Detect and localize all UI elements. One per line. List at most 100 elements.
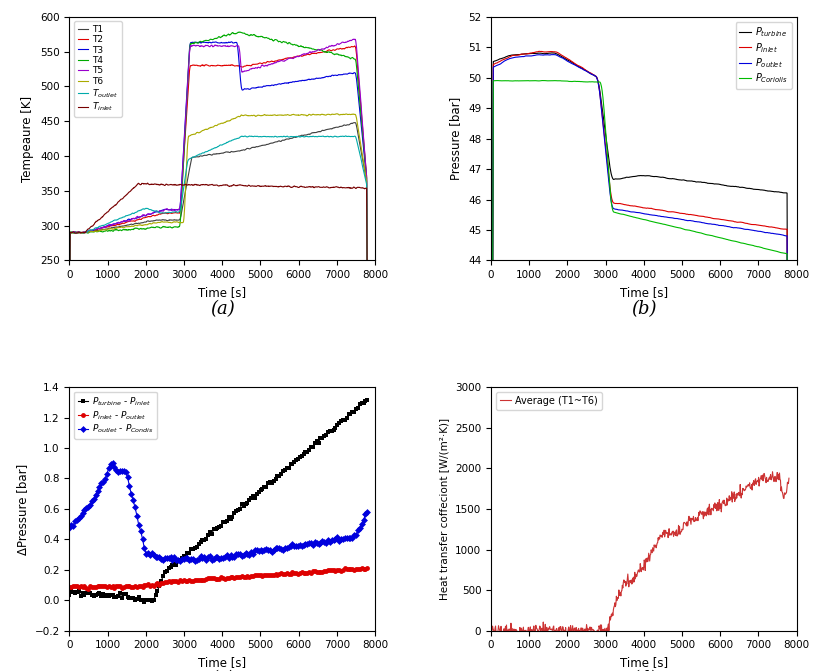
T6 — [254, 111, 264, 119]
Y-axis label: ΔPressure [bar]: ΔPressure [bar] — [16, 463, 29, 554]
Line: $P_{inlet}$: $P_{inlet}$ — [491, 52, 789, 671]
$T_{inlet}$ — [321, 183, 331, 191]
T5 — [291, 53, 301, 61]
$P_{turbine}$ - $P_{inlet}$ — [65, 591, 74, 599]
T3 — [83, 227, 92, 235]
Average (T1~T6) — [622, 578, 632, 586]
$P_{inlet}$ - $P_{outlet}$ — [150, 580, 160, 588]
T2 — [291, 53, 301, 61]
T1 — [291, 134, 301, 142]
T3 — [226, 38, 236, 46]
T2 — [83, 227, 92, 236]
Text: (b): (b) — [631, 300, 657, 318]
$P_{turbine}$ — [676, 176, 686, 184]
$P_{inlet}$ - $P_{outlet}$ — [231, 573, 241, 581]
T2 — [238, 63, 248, 71]
Line: T6: T6 — [69, 113, 368, 313]
$P_{inlet}$ - $P_{outlet}$ — [127, 583, 136, 591]
Legend: Average (T1~T6): Average (T1~T6) — [496, 392, 602, 410]
Legend: $P_{turbine}$, $P_{inlet}$, $P_{outlet}$, $P_{Coriolis}$: $P_{turbine}$, $P_{inlet}$, $P_{outlet}$… — [735, 21, 792, 89]
$P_{Coriolis}$ — [743, 240, 752, 248]
Line: $T_{outlet}$: $T_{outlet}$ — [69, 136, 368, 313]
$P_{outlet}$ - $P_{Condis}$ — [175, 557, 185, 565]
Y-axis label: Pressure [bar]: Pressure [bar] — [449, 97, 462, 180]
$T_{inlet}$ — [255, 182, 265, 190]
X-axis label: Time [s]: Time [s] — [620, 656, 667, 669]
T4 — [363, 278, 373, 287]
$P_{outlet}$ — [659, 213, 669, 221]
$P_{outlet}$ - $P_{Condis}$ — [312, 539, 322, 548]
T3 — [363, 278, 373, 287]
T2 — [350, 42, 359, 50]
T6 — [321, 111, 331, 119]
$T_{inlet}$ — [238, 181, 248, 189]
T6 — [83, 227, 92, 236]
T5 — [238, 68, 248, 76]
T1 — [350, 119, 360, 127]
T4 — [291, 41, 301, 49]
Average (T1~T6) — [539, 630, 549, 638]
T5 — [83, 228, 92, 236]
$T_{outlet}$ — [363, 281, 373, 289]
Line: $P_{Coriolis}$: $P_{Coriolis}$ — [491, 81, 789, 671]
Y-axis label: Heat transfer coffeciont [W/(m²·K)]: Heat transfer coffeciont [W/(m²·K)] — [440, 418, 449, 600]
$P_{inlet}$ — [676, 209, 686, 217]
$P_{outlet}$ - $P_{Condis}$ — [351, 531, 361, 539]
T3 — [65, 309, 74, 317]
T1 — [245, 145, 255, 153]
$P_{inlet}$ — [667, 208, 677, 216]
T6 — [333, 109, 342, 117]
T4 — [65, 309, 74, 317]
T6 — [245, 111, 255, 119]
$T_{inlet}$ — [83, 225, 92, 234]
$P_{outlet}$ - $P_{Condis}$ — [65, 525, 74, 533]
$P_{inlet}$ - $P_{outlet}$ — [83, 585, 93, 593]
X-axis label: Time [s]: Time [s] — [199, 286, 246, 299]
$P_{outlet}$ — [743, 225, 752, 234]
$P_{turbine}$ - $P_{inlet}$ — [350, 408, 359, 416]
T2 — [254, 59, 264, 67]
Line: Average (T1~T6): Average (T1~T6) — [491, 472, 789, 638]
T1 — [321, 125, 331, 134]
Line: $P_{outlet}$ - $P_{Condis}$: $P_{outlet}$ - $P_{Condis}$ — [67, 461, 370, 564]
Line: T4: T4 — [69, 32, 368, 313]
$P_{inlet}$ - $P_{outlet}$ — [310, 567, 319, 575]
T2 — [65, 309, 74, 317]
T3 — [291, 77, 301, 85]
T6 — [238, 111, 248, 119]
$P_{outlet}$ — [712, 221, 722, 229]
Average (T1~T6) — [663, 529, 672, 537]
$P_{inlet}$ — [659, 207, 669, 215]
Legend: T1, T2, T3, T4, T5, T6, $T_{outlet}$, $T_{inlet}$: T1, T2, T3, T4, T5, T6, $T_{outlet}$, $T… — [74, 21, 122, 117]
Average (T1~T6) — [486, 621, 496, 629]
$T_{inlet}$ — [65, 309, 74, 317]
$T_{outlet}$ — [291, 133, 301, 141]
$P_{outlet}$ — [667, 214, 677, 222]
T4 — [234, 28, 244, 36]
Line: $P_{outlet}$: $P_{outlet}$ — [491, 54, 789, 671]
T4 — [255, 33, 265, 41]
$P_{outlet}$ - $P_{Condis}$ — [261, 545, 271, 553]
$P_{outlet}$ — [550, 50, 560, 58]
$T_{outlet}$ — [245, 132, 255, 140]
$P_{outlet}$ - $P_{Condis}$ — [363, 508, 373, 516]
X-axis label: Time [s]: Time [s] — [199, 656, 246, 669]
$P_{outlet}$ - $P_{Condis}$ — [233, 550, 243, 558]
$P_{turbine}$ — [504, 52, 514, 60]
$T_{inlet}$ — [143, 179, 153, 187]
Average (T1~T6) — [685, 517, 695, 525]
T4 — [238, 29, 248, 37]
$P_{Coriolis}$ — [667, 222, 677, 230]
$P_{inlet}$ — [504, 53, 514, 61]
T1 — [363, 280, 373, 288]
$P_{inlet}$ — [743, 219, 752, 227]
Line: $P_{inlet}$ - $P_{outlet}$: $P_{inlet}$ - $P_{outlet}$ — [67, 566, 370, 591]
$T_{outlet}$ — [238, 132, 248, 140]
$T_{outlet}$ — [65, 309, 74, 317]
T6 — [65, 309, 74, 317]
Average (T1~T6) — [784, 474, 794, 482]
T5 — [254, 64, 264, 72]
T2 — [363, 278, 373, 286]
T4 — [246, 31, 256, 39]
$P_{turbine}$ — [667, 174, 677, 183]
